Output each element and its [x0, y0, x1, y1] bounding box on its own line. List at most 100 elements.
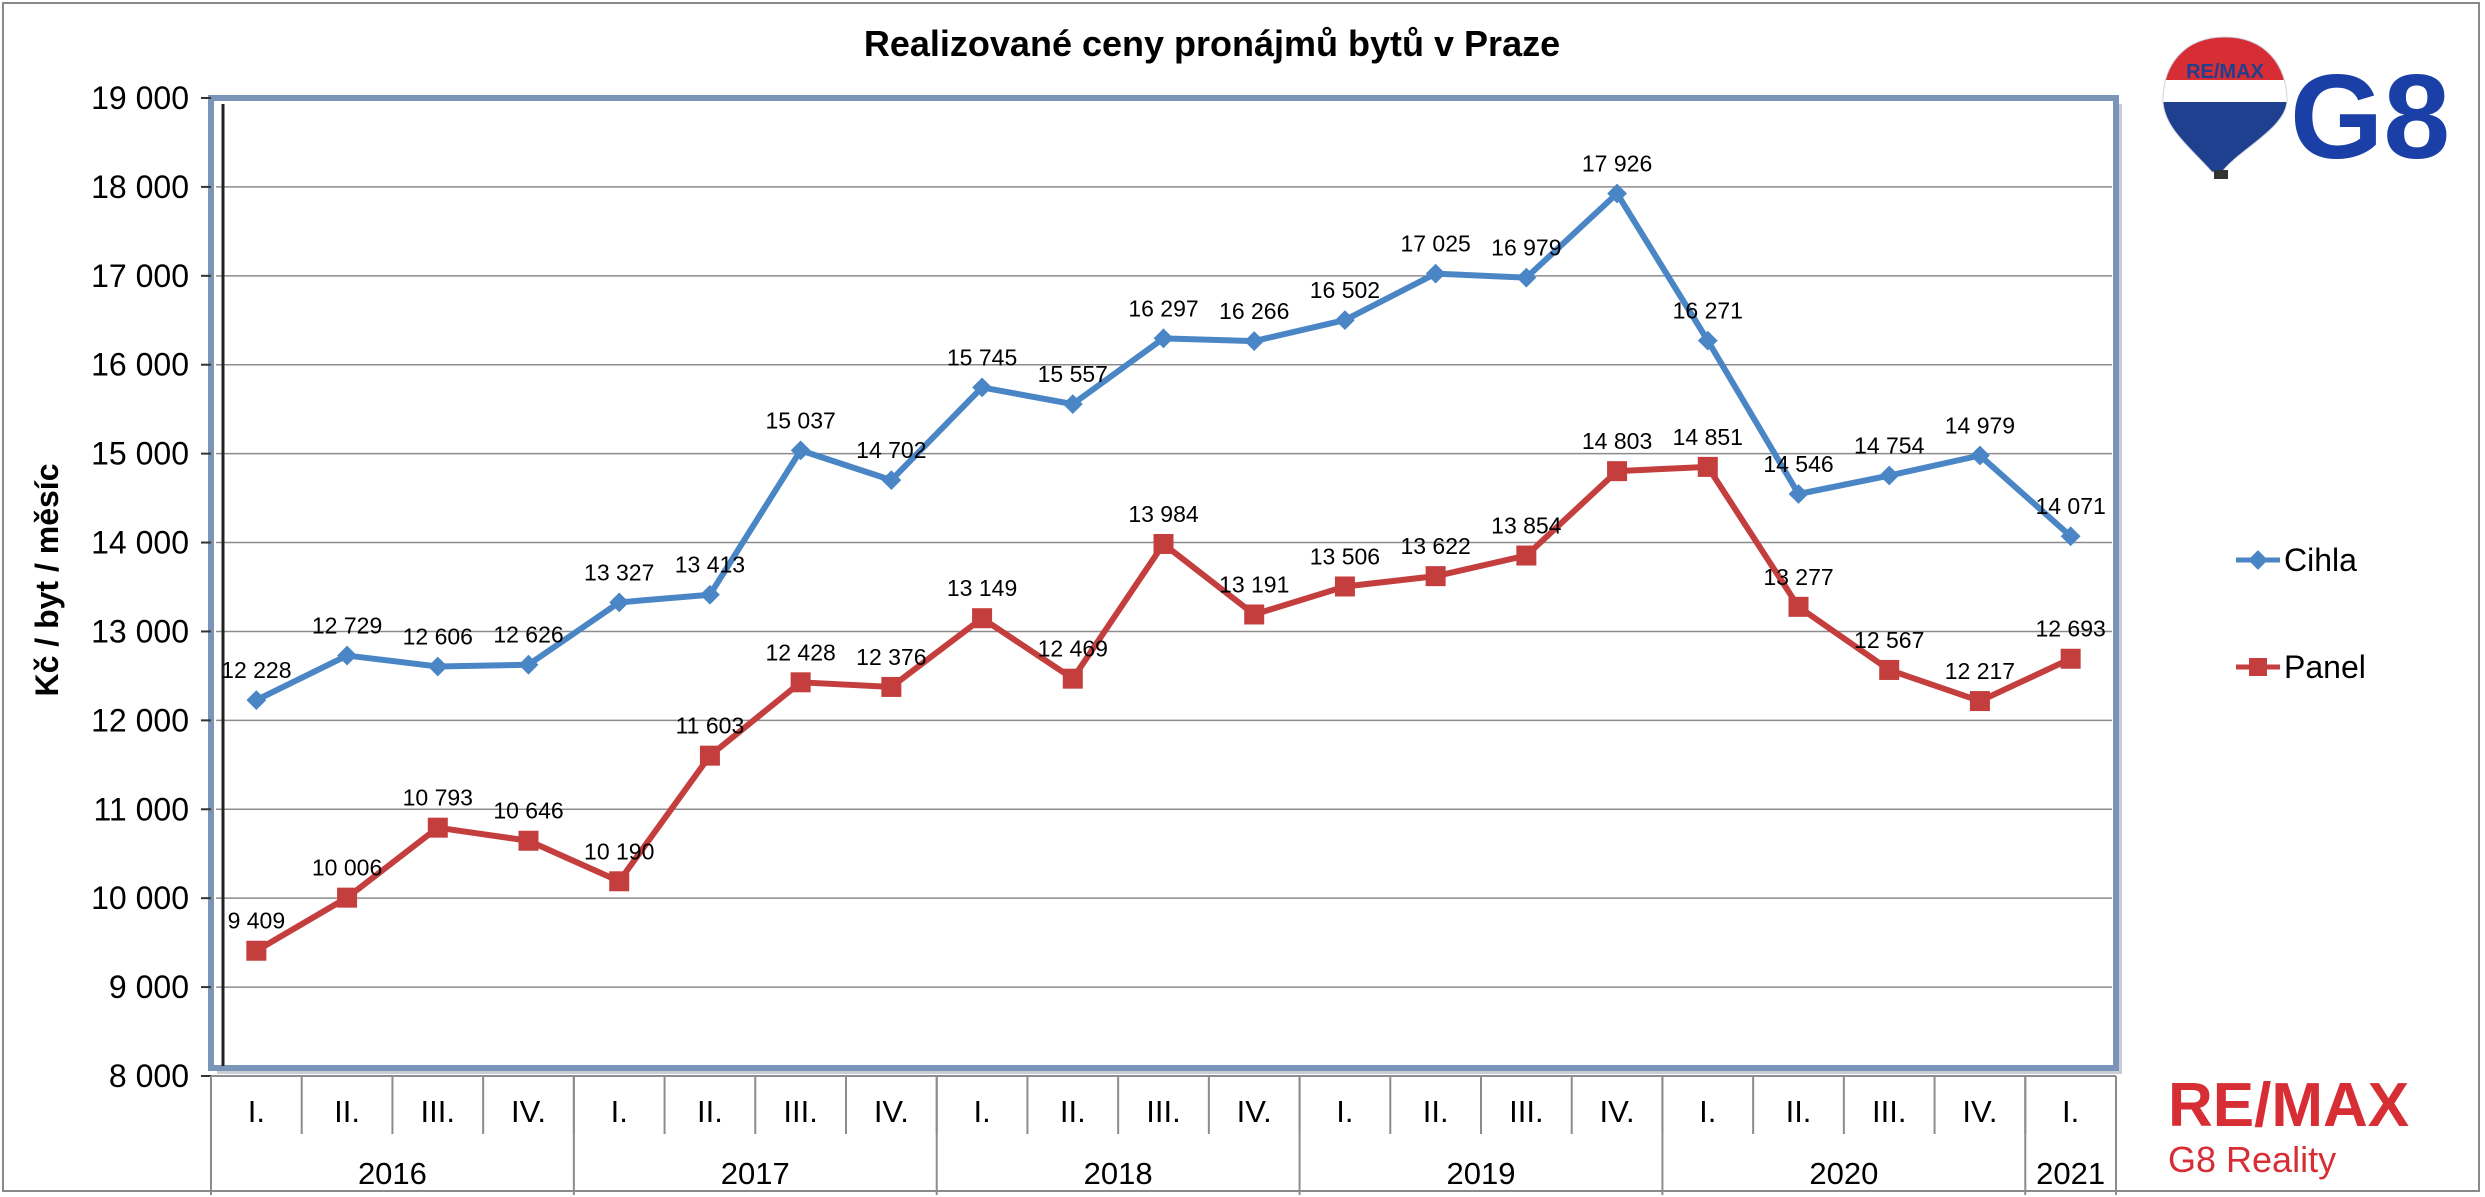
x-tick-label: IV. [1600, 1094, 1635, 1129]
series-panel-point [1697, 456, 1718, 477]
data-label-cihla: 15 037 [765, 407, 835, 433]
data-label-cihla: 16 502 [1310, 277, 1380, 303]
y-tick-label: 9 000 [109, 969, 189, 1005]
series-cihla-point [1516, 267, 1537, 288]
y-tick-label: 14 000 [91, 525, 189, 561]
data-label-cihla: 17 926 [1582, 150, 1652, 176]
x-tick-label: IV. [1962, 1094, 1997, 1129]
y-tick-label: 10 000 [91, 880, 189, 916]
data-label-cihla: 13 413 [675, 552, 745, 578]
series-cihla-point [1062, 394, 1083, 415]
grid-lines [216, 104, 2112, 1066]
y-tick-label: 12 000 [91, 702, 189, 738]
year-label: 2018 [1084, 1156, 1153, 1191]
data-label-panel: 13 622 [1400, 533, 1470, 559]
series-cihla-point [790, 440, 811, 461]
x-tick-label: II. [1423, 1094, 1449, 1129]
series-cihla-point [1335, 310, 1355, 330]
series-cihla-point [609, 592, 630, 613]
series-panel-point [1244, 604, 1265, 625]
x-tick-label: I. [1336, 1094, 1353, 1129]
series-panel-point [1788, 596, 1809, 617]
data-label-cihla: 12 626 [493, 622, 563, 648]
y-tick-label: 17 000 [91, 258, 189, 294]
data-label-cihla: 15 557 [1038, 361, 1108, 387]
data-label-panel: 14 851 [1673, 424, 1743, 450]
data-label-panel: 13 506 [1310, 543, 1380, 569]
data-label-panel: 10 190 [584, 838, 654, 864]
y-tick-label: 16 000 [91, 347, 189, 383]
series-panel-point [1062, 668, 1083, 689]
data-label-panel: 13 277 [1763, 564, 1833, 590]
year-label: 2020 [1809, 1156, 1878, 1191]
data-label-cihla: 14 979 [1945, 413, 2015, 439]
x-tick-label: III. [1146, 1094, 1180, 1129]
legend-panel-marker [2249, 658, 2267, 676]
data-label-cihla: 14 754 [1854, 433, 1925, 459]
series-cihla-point [700, 584, 720, 605]
x-tick-label: I. [248, 1094, 265, 1129]
x-tick-label: I. [611, 1094, 628, 1129]
data-label-panel: 13 149 [947, 575, 1017, 601]
year-label: 2021 [2036, 1156, 2105, 1191]
series-panel-point [1969, 691, 1990, 712]
data-label-cihla: 16 271 [1673, 298, 1743, 324]
x-tick-label: II. [1786, 1094, 1812, 1129]
series-panel-point [609, 871, 630, 892]
y-tick-label: 8 000 [109, 1058, 189, 1094]
data-label-panel: 13 984 [1128, 501, 1199, 527]
series-panel-point [699, 745, 720, 766]
x-tick-label: II. [697, 1094, 723, 1129]
x-tick-label: III. [421, 1094, 455, 1129]
x-tick-label: III. [1509, 1094, 1543, 1129]
data-label-cihla: 14 702 [856, 437, 926, 463]
y-tick-label: 11 000 [94, 791, 190, 827]
data-label-panel: 12 428 [765, 639, 835, 665]
data-label-panel: 13 191 [1219, 571, 1289, 597]
y-tick-label: 15 000 [91, 436, 189, 472]
x-tick-label: I. [1699, 1094, 1716, 1129]
year-label: 2016 [358, 1156, 427, 1191]
x-tick-label: III. [783, 1094, 817, 1129]
y-tick-label: 18 000 [91, 169, 189, 205]
data-label-panel: 14 803 [1582, 428, 1652, 454]
data-label-panel: 13 854 [1491, 513, 1562, 539]
series-cihla-point [1788, 484, 1809, 504]
plot-area [208, 95, 2119, 1071]
g8-logo: G8 [2290, 50, 2450, 184]
y-tick-label: 13 000 [91, 613, 189, 649]
x-tick-label: II. [334, 1094, 360, 1129]
series-cihla-point [1244, 331, 1265, 351]
data-label-cihla: 12 729 [312, 613, 382, 639]
data-label-cihla: 13 327 [584, 559, 654, 585]
year-label: 2017 [721, 1156, 790, 1191]
series-cihla-point [1697, 330, 1718, 351]
series-cihla-point [2060, 526, 2081, 547]
data-label-cihla: 14 546 [1763, 451, 1833, 477]
data-label-cihla: 12 228 [221, 657, 291, 683]
x-axis: I. II. III. IV. I. II. III. IV. I. II. III. IV. I. II… [210, 1075, 2117, 1195]
x-tick-label: I. [2062, 1094, 2079, 1129]
data-label-cihla: 14 071 [2035, 493, 2105, 519]
series-panel-point [1607, 461, 1628, 482]
series-panel-point [1425, 566, 1446, 587]
data-label-cihla: 17 025 [1400, 231, 1470, 257]
series-cihla-point [881, 470, 902, 491]
x-tick-label: II. [1060, 1094, 1086, 1129]
series-panel-point [337, 887, 358, 908]
series-panel-point [1334, 576, 1355, 597]
x-tick-label: I. [973, 1094, 990, 1129]
series-panel-point [1516, 545, 1537, 566]
series-panel-point [518, 830, 539, 851]
series-panel-point [246, 940, 267, 961]
x-tick-label: IV. [511, 1094, 546, 1129]
y-axis-ticks: 8 000 9 000 10 000 11 000 12 000 13 000 14 000… [91, 80, 211, 1094]
legend-cihla-marker [2248, 550, 2268, 570]
series-cihla-point [1879, 465, 1900, 486]
data-label-cihla: 16 266 [1219, 298, 1289, 324]
series-cihla-point [1970, 445, 1990, 466]
legend-panel-label: Panel [2284, 649, 2366, 685]
data-label-panel: 12 376 [856, 644, 926, 670]
